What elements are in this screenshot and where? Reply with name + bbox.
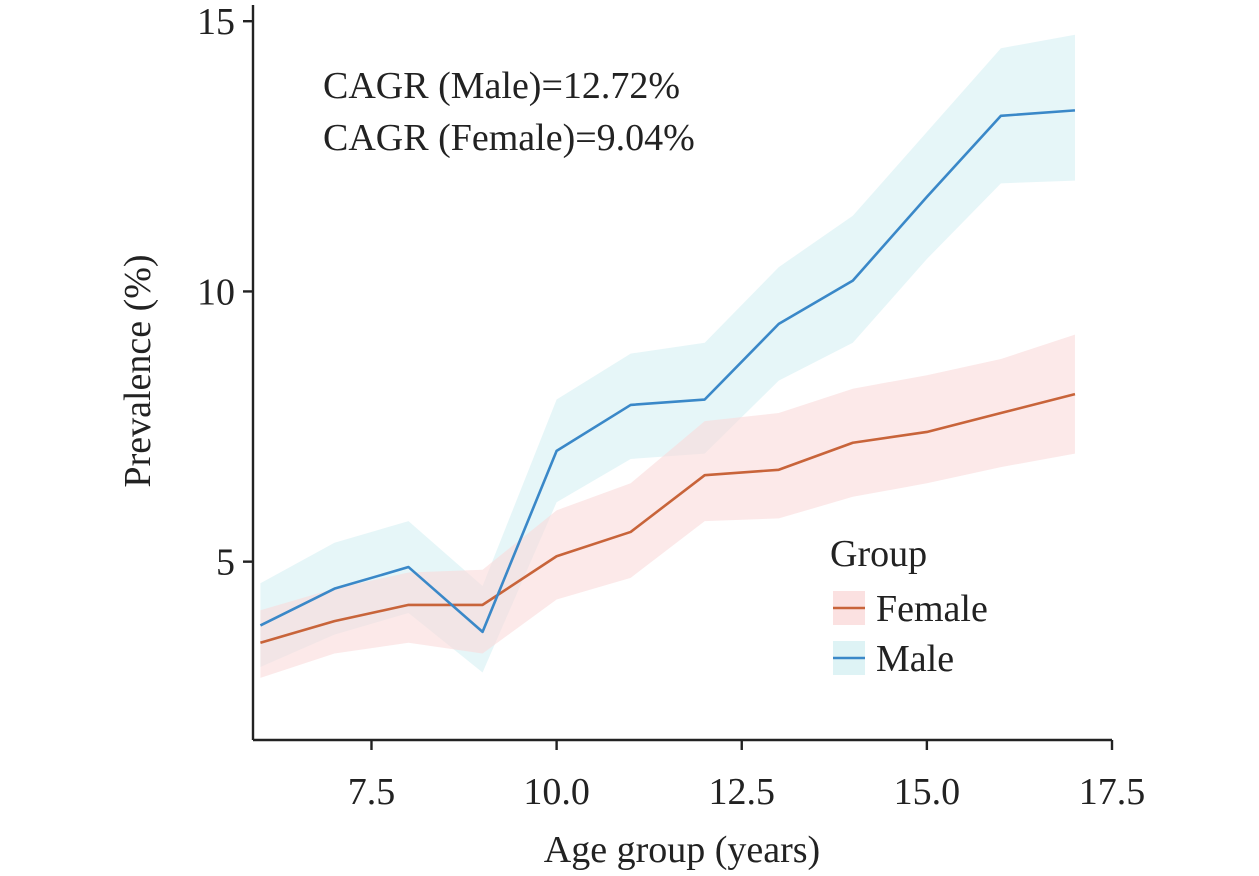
female-confidence-band bbox=[260, 334, 1075, 678]
female-series-line bbox=[260, 392, 1076, 644]
series-lines bbox=[259, 109, 1076, 644]
annotation-female-cagr: CAGR (Female)=9.04% bbox=[323, 117, 695, 159]
annotation-male-cagr: CAGR (Male)=12.72% bbox=[323, 65, 680, 107]
x-axis-label: Age group (years) bbox=[544, 829, 820, 871]
legend: Group Female Male bbox=[830, 533, 988, 680]
male-confidence-band bbox=[260, 34, 1075, 673]
y-tick-label: 15 bbox=[197, 1, 235, 43]
x-tick-label: 12.5 bbox=[708, 771, 775, 813]
male-legend-label: Male bbox=[876, 638, 954, 680]
x-tick-label: 17.5 bbox=[1079, 771, 1146, 813]
male-series-line bbox=[259, 109, 1076, 634]
x-tick-label: 15.0 bbox=[894, 771, 961, 813]
legend-title: Group bbox=[830, 533, 927, 575]
x-tick-label: 7.5 bbox=[348, 771, 396, 813]
axes: 5 10 15 7.5 10.0 12.5 15.0 17.5 bbox=[197, 1, 1145, 813]
confidence-bands bbox=[260, 34, 1075, 678]
annotations: CAGR (Male)=12.72% CAGR (Female)=9.04% bbox=[323, 65, 695, 159]
x-tick-label: 10.0 bbox=[523, 771, 590, 813]
y-tick-label: 5 bbox=[216, 542, 235, 584]
y-axis-label: Prevalence (%) bbox=[117, 254, 159, 487]
female-legend-label: Female bbox=[876, 588, 988, 630]
y-tick-label: 10 bbox=[197, 271, 235, 313]
